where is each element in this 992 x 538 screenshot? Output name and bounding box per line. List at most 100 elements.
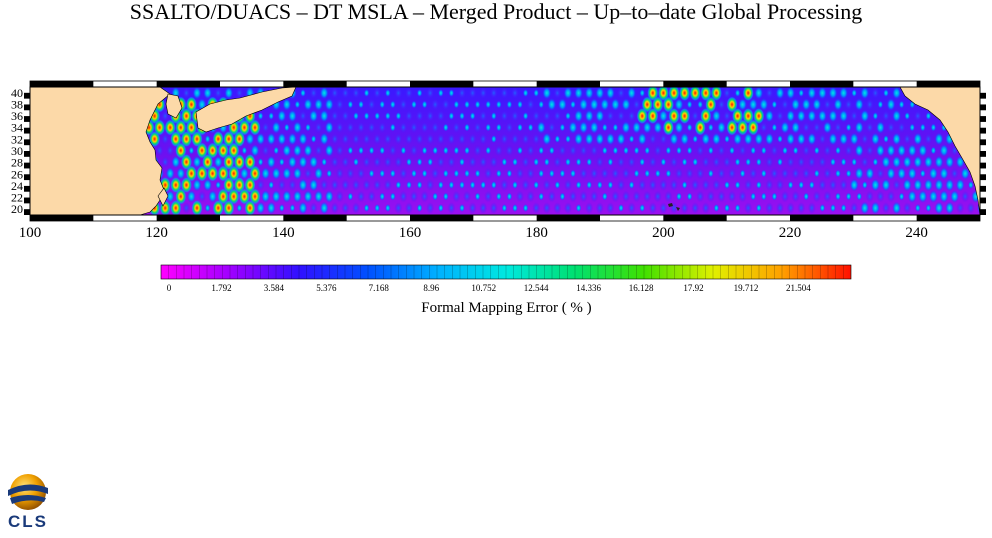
error-blob	[871, 87, 880, 99]
error-blob	[689, 87, 701, 102]
error-blob	[565, 157, 571, 167]
error-blob	[676, 146, 682, 155]
error-blob	[459, 111, 465, 121]
error-blob	[400, 146, 407, 155]
error-blob	[176, 167, 186, 180]
error-blob	[648, 179, 657, 191]
frame-tick-segment	[980, 92, 986, 99]
error-blob	[268, 180, 275, 190]
error-blob	[536, 121, 546, 134]
error-blob	[388, 144, 397, 157]
error-blob	[585, 202, 594, 214]
error-blob	[590, 190, 599, 203]
error-blob	[602, 123, 608, 132]
error-blob	[347, 100, 354, 109]
error-blob	[564, 179, 572, 191]
error-blob	[293, 144, 302, 157]
error-blob	[849, 178, 859, 192]
error-blob	[904, 111, 910, 121]
error-blob	[436, 110, 445, 122]
error-blob	[920, 123, 926, 132]
error-blob	[565, 134, 571, 144]
error-blob	[223, 199, 235, 215]
error-blob	[512, 157, 518, 167]
frame-tick-segment	[24, 197, 30, 204]
land-korea	[165, 93, 183, 119]
error-blob	[191, 130, 203, 148]
error-blob	[330, 202, 339, 214]
error-blob	[829, 179, 837, 191]
frame-tick-segment	[283, 215, 347, 221]
error-blob	[801, 98, 811, 111]
error-blob	[506, 100, 513, 109]
error-blob	[405, 202, 413, 214]
error-blob	[549, 169, 555, 178]
error-blob	[304, 167, 312, 180]
error-blob	[734, 180, 741, 190]
error-blob	[850, 110, 859, 122]
frame-tick-segment	[24, 127, 30, 134]
error-blob	[357, 190, 365, 203]
error-blob	[915, 203, 921, 213]
error-blob	[526, 98, 535, 111]
error-blob	[892, 201, 901, 215]
error-blob	[204, 203, 211, 213]
error-blob	[676, 192, 682, 201]
error-blob	[913, 178, 923, 192]
error-blob	[212, 130, 224, 148]
error-blob	[738, 190, 747, 203]
error-blob	[782, 146, 788, 155]
error-blob	[662, 119, 675, 136]
error-blob	[443, 146, 449, 155]
error-blob	[373, 87, 382, 99]
error-blob	[569, 144, 577, 157]
error-blob	[511, 110, 519, 122]
error-blob	[405, 133, 413, 145]
error-blob	[860, 201, 870, 215]
colorbar-tick-label: 0	[167, 283, 172, 293]
error-blob	[642, 121, 652, 134]
error-blob	[244, 153, 256, 171]
error-blob	[584, 132, 594, 146]
error-blob	[812, 121, 821, 134]
error-blob	[320, 179, 329, 191]
error-blob	[257, 157, 264, 167]
error-blob	[659, 109, 668, 123]
error-blob	[256, 132, 265, 146]
error-blob	[584, 109, 594, 123]
error-blob	[411, 100, 417, 109]
error-blob	[347, 192, 354, 201]
error-blob	[341, 202, 350, 214]
error-blob	[860, 133, 869, 145]
error-blob	[538, 100, 544, 109]
error-blob	[854, 121, 864, 134]
error-blob	[473, 144, 482, 157]
colorbar-tick-label: 8.96	[423, 283, 439, 293]
error-blob	[907, 167, 917, 180]
error-blob	[273, 146, 280, 155]
error-blob	[468, 156, 477, 168]
error-blob	[945, 155, 954, 169]
error-blob	[606, 110, 615, 122]
error-blob	[505, 144, 514, 157]
error-blob	[479, 133, 488, 145]
error-blob	[321, 157, 328, 167]
error-blob	[754, 87, 764, 100]
error-blob	[501, 157, 508, 167]
frame-tick-segment	[30, 215, 94, 221]
error-blob	[803, 192, 809, 201]
error-blob	[697, 100, 703, 109]
error-blob	[737, 119, 749, 136]
error-blob	[771, 123, 778, 132]
error-blob	[298, 178, 308, 192]
error-blob	[533, 88, 539, 98]
error-blob	[464, 146, 470, 155]
error-blob	[712, 132, 721, 146]
error-blob	[685, 167, 694, 180]
error-blob	[491, 134, 497, 144]
error-blob	[586, 180, 592, 190]
error-blob	[617, 179, 625, 191]
error-blob	[686, 123, 693, 132]
error-blob	[215, 180, 221, 190]
error-blob	[228, 142, 240, 159]
